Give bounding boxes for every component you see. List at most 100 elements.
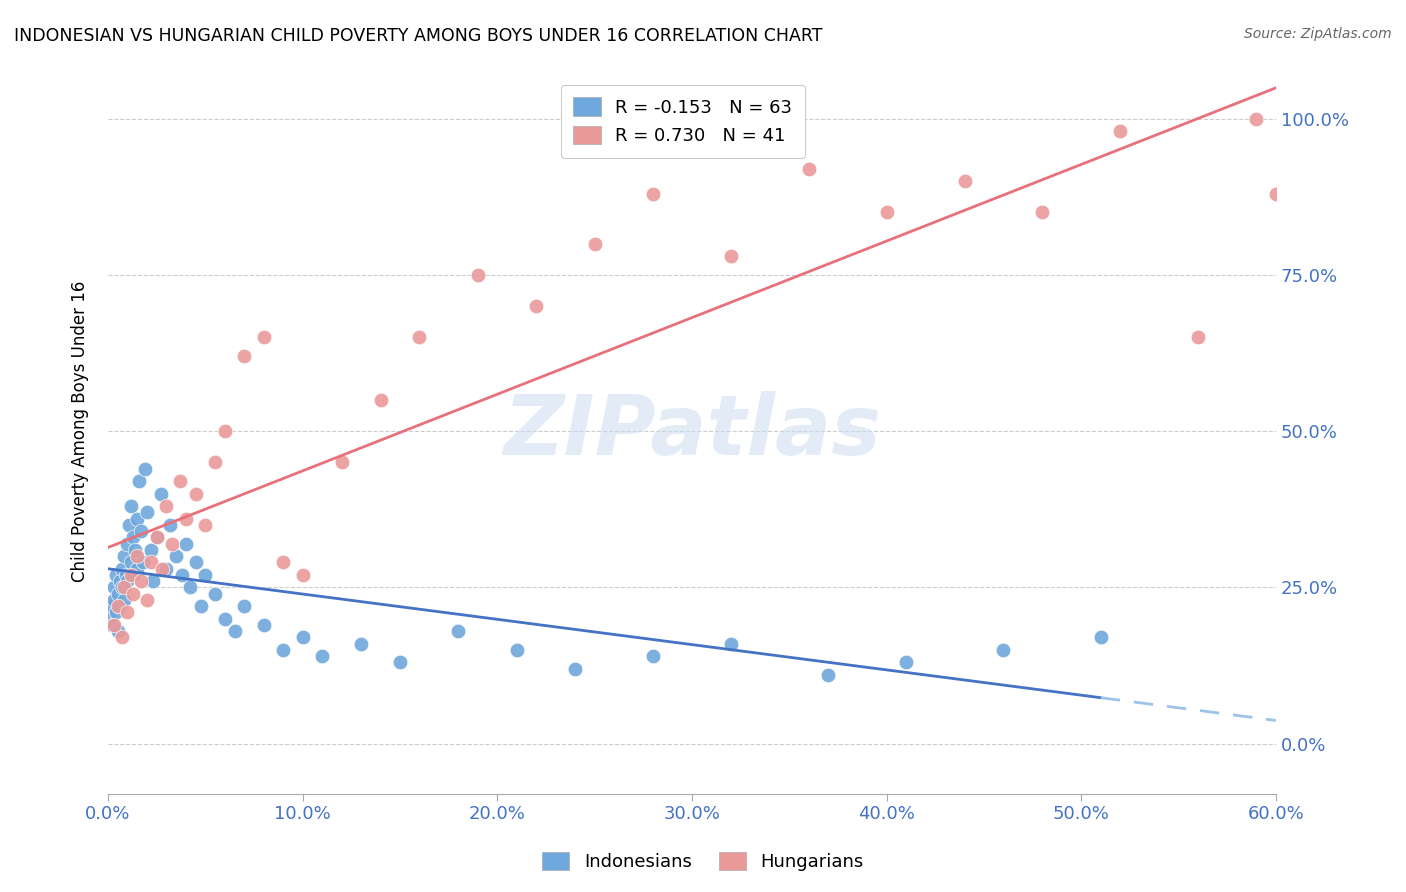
Point (110, 561, 132, 575)
Text: ZIPatlas: ZIPatlas (503, 391, 882, 472)
Point (204, 455, 226, 469)
Point (291, 631, 314, 645)
Point (179, 580, 201, 594)
Point (122, 530, 145, 544)
Point (108, 574, 131, 588)
Point (107, 624, 129, 639)
Point (142, 574, 165, 588)
Point (194, 517, 217, 532)
Point (103, 593, 125, 607)
Point (127, 511, 149, 525)
Point (104, 606, 127, 620)
Point (190, 599, 212, 614)
Point (204, 587, 226, 601)
Point (214, 612, 236, 626)
Point (160, 536, 183, 550)
Point (110, 580, 132, 594)
Point (1246, 112, 1268, 126)
Point (271, 643, 294, 657)
Point (139, 555, 162, 569)
Point (129, 574, 152, 588)
Point (117, 574, 139, 588)
Point (720, 249, 742, 263)
Point (117, 536, 139, 550)
Point (103, 580, 125, 594)
Point (132, 555, 155, 569)
Point (107, 599, 129, 614)
Point (564, 662, 586, 676)
Point (1187, 330, 1209, 344)
Point (108, 599, 131, 614)
Point (291, 567, 314, 582)
Point (152, 561, 174, 575)
Point (184, 555, 207, 569)
Point (447, 624, 470, 639)
Point (1265, 186, 1288, 201)
Text: INDONESIAN VS HUNGARIAN CHILD POVERTY AMONG BOYS UNDER 16 CORRELATION CHART: INDONESIAN VS HUNGARIAN CHILD POVERTY AM… (14, 27, 823, 45)
Point (408, 330, 430, 344)
Point (233, 349, 256, 363)
Point (135, 505, 157, 519)
Point (112, 580, 135, 594)
Point (467, 268, 489, 282)
Point (155, 499, 177, 513)
Point (993, 643, 1015, 657)
Point (145, 530, 167, 544)
Point (817, 668, 839, 682)
Point (174, 511, 197, 525)
Point (350, 637, 373, 651)
Point (124, 542, 146, 557)
Point (155, 561, 177, 575)
Point (184, 486, 207, 500)
Point (194, 567, 217, 582)
Point (169, 474, 191, 488)
Legend: Indonesians, Hungarians: Indonesians, Hungarians (536, 845, 870, 879)
Point (104, 567, 127, 582)
Point (134, 461, 156, 475)
Point (1031, 205, 1053, 219)
Point (641, 186, 664, 201)
Point (112, 549, 135, 563)
Point (98, 612, 121, 626)
Point (122, 587, 145, 601)
Point (253, 618, 276, 632)
Point (103, 618, 125, 632)
Point (876, 205, 898, 219)
Point (253, 330, 276, 344)
Point (114, 567, 136, 582)
Point (214, 424, 236, 438)
Point (170, 567, 193, 582)
Y-axis label: Child Poverty Among Boys Under 16: Child Poverty Among Boys Under 16 (72, 280, 89, 582)
Point (311, 649, 333, 664)
Point (110, 631, 132, 645)
Point (174, 536, 197, 550)
Point (118, 517, 141, 532)
Point (583, 236, 606, 251)
Point (271, 555, 294, 569)
Point (135, 593, 157, 607)
Point (165, 549, 187, 563)
Point (120, 499, 142, 513)
Point (370, 392, 392, 407)
Legend: R = -0.153   N = 63, R = 0.730   N = 41: R = -0.153 N = 63, R = 0.730 N = 41 (561, 85, 804, 158)
Point (145, 530, 167, 544)
Point (953, 174, 976, 188)
Point (127, 561, 149, 575)
Point (224, 624, 246, 639)
Point (797, 161, 820, 176)
Point (506, 643, 529, 657)
Point (641, 649, 664, 664)
Point (101, 618, 124, 632)
Text: Source: ZipAtlas.com: Source: ZipAtlas.com (1244, 27, 1392, 41)
Point (524, 299, 547, 313)
Point (107, 587, 129, 601)
Point (117, 606, 139, 620)
Point (894, 656, 917, 670)
Point (149, 486, 172, 500)
Point (233, 599, 256, 614)
Point (120, 555, 142, 569)
Point (330, 455, 353, 469)
Point (1090, 631, 1112, 645)
Point (101, 599, 124, 614)
Point (139, 542, 162, 557)
